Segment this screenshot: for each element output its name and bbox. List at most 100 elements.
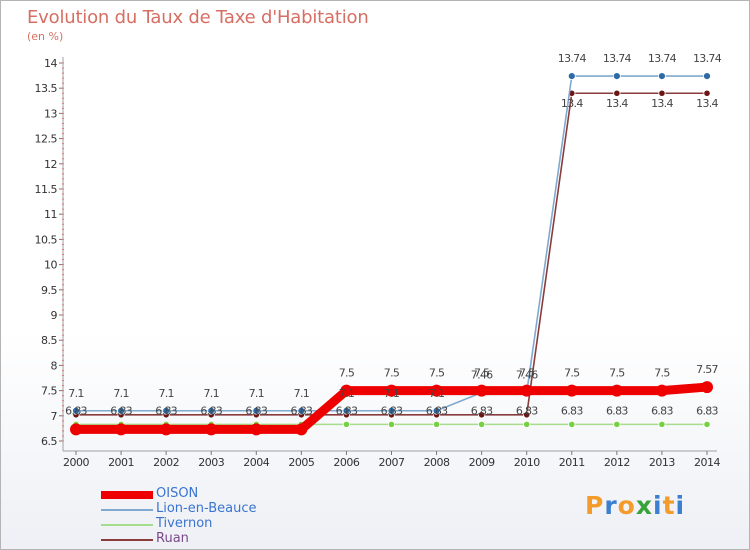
legend-swatch bbox=[101, 539, 153, 541]
data-label-tivernon: 6.83 bbox=[245, 404, 267, 417]
logo-letter: i bbox=[653, 491, 663, 520]
data-label-ruan: 13.4 bbox=[696, 97, 718, 110]
y-tick-label: 14 bbox=[44, 57, 57, 70]
data-point-oison bbox=[115, 423, 128, 436]
data-point-lion-en-beauce bbox=[658, 72, 666, 81]
x-tick-label: 2007 bbox=[379, 456, 405, 469]
data-point-tivernon bbox=[703, 420, 711, 428]
y-tick-label: 7 bbox=[51, 410, 58, 423]
y-tick-label: 11 bbox=[44, 208, 57, 221]
data-point-oison bbox=[160, 423, 173, 436]
data-label-ruan: 13.4 bbox=[606, 97, 628, 110]
data-label-lion-en-beauce: 7.1 bbox=[384, 387, 399, 400]
x-tick-label: 2009 bbox=[469, 456, 495, 469]
data-label-lion-en-beauce: 7.1 bbox=[429, 387, 444, 400]
data-label-oison: 7.57 bbox=[696, 363, 718, 376]
data-point-tivernon bbox=[342, 420, 351, 428]
data-label-lion-en-beauce: 13.74 bbox=[648, 52, 677, 65]
y-tick-label: 8.5 bbox=[41, 334, 57, 347]
y-tick-label: 10.5 bbox=[35, 233, 58, 246]
data-label-tivernon: 6.83 bbox=[516, 404, 538, 417]
logo-letter: r bbox=[604, 491, 618, 520]
series-lion-en-beauce bbox=[72, 72, 711, 415]
legend-label: Tivernon bbox=[156, 516, 213, 531]
data-label-tivernon: 6.83 bbox=[561, 404, 583, 417]
legend-label: Lion-en-Beauce bbox=[156, 501, 257, 516]
data-point-ruan bbox=[523, 411, 531, 419]
data-label-tivernon: 6.83 bbox=[200, 404, 222, 417]
logo-letter: P bbox=[585, 491, 605, 520]
data-point-tivernon bbox=[478, 420, 486, 428]
y-tick-label: 11.5 bbox=[35, 183, 58, 196]
data-point-lion-en-beauce bbox=[72, 406, 80, 415]
data-label-tivernon: 6.83 bbox=[426, 404, 448, 417]
data-point-tivernon bbox=[613, 420, 621, 428]
y-tick-label: 13 bbox=[44, 107, 57, 120]
data-label-ruan: 13.4 bbox=[561, 97, 583, 110]
data-point-oison bbox=[701, 381, 713, 394]
data-label-tivernon: 6.83 bbox=[65, 404, 87, 417]
data-point-oison bbox=[430, 384, 443, 397]
x-tick-label: 2000 bbox=[63, 456, 89, 469]
legend-swatch bbox=[101, 509, 153, 511]
y-tick-label: 9.5 bbox=[41, 284, 57, 297]
data-label-tivernon: 6.83 bbox=[381, 404, 403, 417]
legend-swatch bbox=[101, 524, 153, 526]
data-point-tivernon bbox=[523, 420, 531, 428]
data-point-tivernon bbox=[568, 420, 576, 428]
y-tick-label: 10 bbox=[44, 259, 57, 272]
logo-letter: o bbox=[617, 491, 636, 520]
data-label-lion-en-beauce: 7.1 bbox=[294, 387, 309, 400]
y-tick-label: 12.5 bbox=[35, 133, 58, 146]
logo-letter: x bbox=[635, 491, 653, 520]
data-point-lion-en-beauce bbox=[703, 72, 711, 81]
data-label-lion-en-beauce: 7.1 bbox=[339, 387, 354, 400]
data-point-oison bbox=[70, 423, 82, 436]
data-point-lion-en-beauce bbox=[207, 406, 216, 415]
data-label-oison: 7.5 bbox=[564, 367, 580, 380]
data-point-tivernon bbox=[387, 420, 396, 428]
x-tick-label: 2005 bbox=[288, 456, 314, 469]
data-point-oison bbox=[385, 384, 398, 397]
data-point-lion-en-beauce bbox=[567, 72, 576, 81]
data-label-lion-en-beauce: 13.74 bbox=[603, 52, 632, 65]
data-label-tivernon: 6.83 bbox=[696, 404, 718, 417]
x-tick-label: 2003 bbox=[198, 456, 224, 469]
data-point-oison bbox=[610, 384, 623, 397]
data-point-lion-en-beauce bbox=[252, 406, 261, 415]
data-label-ruan: 13.4 bbox=[651, 97, 673, 110]
data-label-lion-en-beauce: 7.1 bbox=[68, 387, 83, 400]
data-point-ruan bbox=[703, 89, 711, 97]
data-point-ruan bbox=[658, 89, 666, 97]
data-point-lion-en-beauce bbox=[117, 406, 125, 415]
x-tick-label: 2002 bbox=[153, 456, 179, 469]
data-point-lion-en-beauce bbox=[387, 406, 396, 415]
data-label-lion-en-beauce: 7.1 bbox=[113, 387, 128, 400]
y-tick-label: 9 bbox=[51, 309, 58, 322]
y-tick-label: 7.5 bbox=[41, 385, 57, 398]
y-tick-label: 12 bbox=[44, 158, 57, 171]
series-oison bbox=[70, 381, 713, 436]
data-label-tivernon: 6.83 bbox=[651, 404, 673, 417]
data-point-ruan bbox=[613, 89, 621, 97]
data-label-tivernon: 6.83 bbox=[606, 404, 628, 417]
data-label-oison: 7.5 bbox=[654, 367, 670, 380]
data-label-tivernon: 6.83 bbox=[291, 404, 313, 417]
x-tick-label: 2006 bbox=[333, 456, 359, 469]
x-tick-label: 2010 bbox=[514, 456, 540, 469]
data-point-oison bbox=[205, 423, 218, 436]
x-tick-label: 2001 bbox=[108, 456, 134, 469]
logo-letter: i bbox=[675, 491, 686, 520]
data-point-ruan bbox=[478, 411, 486, 419]
data-label-lion-en-beauce: 7.1 bbox=[204, 387, 219, 400]
data-label-tivernon: 6.83 bbox=[471, 404, 493, 417]
data-point-oison bbox=[655, 384, 668, 397]
data-label-lion-en-beauce: 7.1 bbox=[249, 387, 264, 400]
data-label-lion-en-beauce: 13.74 bbox=[558, 52, 587, 65]
data-point-lion-en-beauce bbox=[612, 72, 621, 81]
data-label-oison: 7.5 bbox=[474, 367, 490, 380]
data-label-oison: 7.5 bbox=[429, 367, 445, 380]
data-label-tivernon: 6.83 bbox=[336, 404, 358, 417]
chart-title: Evolution du Taux de Taxe d'Habitation bbox=[27, 7, 369, 28]
